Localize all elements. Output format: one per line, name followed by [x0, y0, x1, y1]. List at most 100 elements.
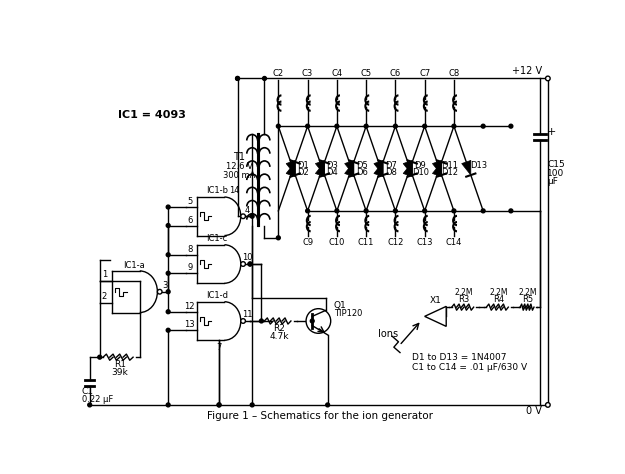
Polygon shape [316, 162, 324, 177]
Text: D3: D3 [326, 161, 338, 170]
Circle shape [452, 124, 456, 128]
Text: 39k: 39k [111, 368, 128, 377]
Circle shape [481, 124, 485, 128]
Circle shape [546, 76, 550, 81]
Text: +: + [547, 127, 556, 137]
Circle shape [509, 124, 512, 128]
Text: D6: D6 [356, 167, 367, 176]
Text: 0.22 μF: 0.22 μF [82, 395, 113, 404]
Circle shape [166, 205, 170, 209]
Circle shape [217, 403, 221, 407]
Circle shape [481, 209, 485, 213]
Polygon shape [374, 160, 383, 175]
Text: T1: T1 [233, 152, 245, 162]
Text: 6: 6 [187, 216, 192, 225]
Text: D9: D9 [414, 161, 426, 170]
Circle shape [306, 124, 309, 128]
Text: 12: 12 [184, 302, 195, 311]
Circle shape [166, 328, 170, 332]
Text: 0 V: 0 V [526, 406, 542, 416]
Text: 4.7k: 4.7k [269, 332, 289, 341]
Text: C3: C3 [302, 69, 313, 78]
Text: 9: 9 [187, 264, 192, 273]
Text: 13: 13 [184, 320, 195, 329]
Circle shape [259, 319, 263, 323]
Circle shape [236, 76, 239, 81]
Circle shape [217, 403, 221, 407]
Circle shape [306, 209, 309, 213]
Circle shape [250, 403, 254, 407]
Text: 3: 3 [162, 281, 168, 290]
Circle shape [236, 76, 239, 81]
Polygon shape [403, 162, 412, 177]
Text: C13: C13 [416, 238, 433, 247]
Text: +12 V: +12 V [511, 66, 542, 76]
Circle shape [452, 209, 456, 213]
Polygon shape [424, 306, 446, 327]
Text: C14: C14 [446, 238, 462, 247]
Text: D11: D11 [441, 161, 458, 170]
Text: D7: D7 [385, 161, 397, 170]
Circle shape [166, 271, 170, 275]
Text: D2: D2 [298, 167, 309, 176]
Text: 2.2M: 2.2M [519, 288, 537, 297]
Text: D5: D5 [356, 161, 367, 170]
Circle shape [166, 403, 170, 407]
Text: R2: R2 [273, 324, 285, 333]
Text: D8: D8 [385, 167, 397, 176]
Polygon shape [462, 160, 471, 175]
Circle shape [422, 209, 427, 213]
Polygon shape [316, 160, 324, 175]
Polygon shape [344, 160, 354, 175]
Circle shape [166, 310, 170, 314]
Circle shape [166, 224, 170, 228]
Text: 300 mA: 300 mA [223, 171, 255, 180]
Text: 11: 11 [242, 310, 253, 319]
Polygon shape [344, 162, 354, 177]
Text: 14: 14 [229, 186, 240, 195]
Text: C7: C7 [419, 69, 430, 78]
Text: C8: C8 [448, 69, 459, 78]
Text: D13: D13 [470, 161, 488, 170]
Text: Q1: Q1 [334, 301, 346, 310]
Text: C15: C15 [547, 160, 565, 169]
Text: TIP120: TIP120 [334, 309, 362, 318]
Text: R1: R1 [114, 360, 126, 369]
Circle shape [546, 402, 550, 407]
Text: 12.6 V: 12.6 V [226, 162, 253, 171]
Text: R5: R5 [522, 295, 533, 304]
Text: 5: 5 [187, 197, 192, 206]
Text: D12: D12 [441, 167, 458, 176]
Text: D10: D10 [412, 167, 429, 176]
Polygon shape [403, 160, 412, 175]
Text: 100: 100 [547, 169, 564, 178]
Text: R4: R4 [493, 295, 504, 304]
Text: C6: C6 [390, 69, 401, 78]
Text: C10: C10 [329, 238, 345, 247]
Text: R3: R3 [458, 295, 469, 304]
Circle shape [509, 209, 512, 213]
Text: X1: X1 [429, 296, 441, 305]
Text: 7: 7 [216, 344, 222, 353]
Circle shape [394, 209, 398, 213]
Circle shape [241, 214, 246, 219]
Text: 10: 10 [242, 253, 253, 262]
Circle shape [364, 124, 368, 128]
Circle shape [250, 214, 254, 218]
Text: C2: C2 [272, 69, 284, 78]
Circle shape [88, 403, 92, 407]
Text: IC1-c: IC1-c [206, 234, 228, 243]
Polygon shape [374, 162, 383, 177]
Text: 8: 8 [187, 245, 192, 254]
Polygon shape [286, 162, 295, 177]
Circle shape [422, 124, 427, 128]
Text: C1: C1 [82, 387, 94, 396]
Text: C5: C5 [361, 69, 372, 78]
Circle shape [98, 355, 102, 359]
Circle shape [166, 253, 170, 257]
Text: IC1-a: IC1-a [124, 261, 145, 270]
Text: 1: 1 [102, 270, 107, 279]
Circle shape [326, 403, 329, 407]
Circle shape [335, 209, 339, 213]
Circle shape [166, 290, 170, 294]
